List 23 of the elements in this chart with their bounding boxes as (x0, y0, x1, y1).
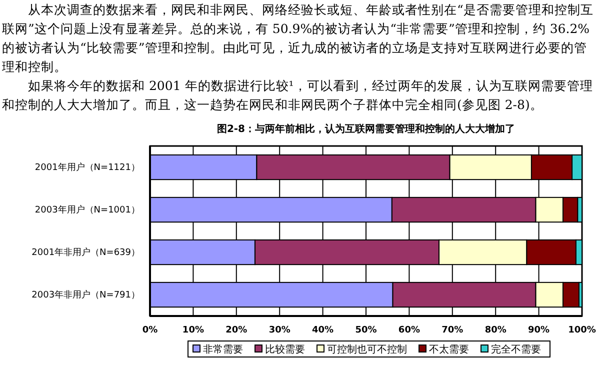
x-tick-label: 20% (226, 325, 248, 336)
x-tick-label: 100% (568, 325, 596, 336)
x-tick-label: 80% (484, 325, 506, 336)
text: 从本次调查的数据来看，网民和非网民、网络经验长或短、年龄或者性别在“是否需要管理和控制互联网”这个问题上没有显著差异。总的来说，有 50.9%的被访者认为“非常需要”管理和控制，约 36.2%的被访者认为“比较需要”管理和控制。由此可见，近九成的被访者的立场是支持对互联网进行必要的管理和控制。 (1, 1, 594, 76)
legend-label: 非常需要 (203, 344, 243, 356)
chart-title: 图2-8：与两年前相比，认为互联网需要管理和控制的人大大增加了 (216, 123, 516, 135)
x-tick-label: 60% (398, 325, 420, 336)
x-tick-label: 50% (355, 325, 377, 336)
y-tick-label: 2001年非用户（N=639） (32, 247, 140, 258)
legend-label: 可控制也可不控制 (327, 344, 407, 356)
x-tick-label: 10% (182, 325, 204, 336)
text: 如果将今年的数据和 2001 年的数据进行比较¹，可以看到，经过两年的发展，认为互联网需要管理和控制的人大大增加了。而且，这一趋势在网民和非网民两个子群体中完全相同(参见图 2-8)。 (1, 77, 594, 114)
legend-label: 比较需要 (265, 344, 305, 356)
legend-label: 不太需要 (429, 344, 469, 356)
x-tick-label: 70% (442, 325, 464, 336)
y-tick-label: 2003年用户（N=1001） (34, 204, 140, 216)
x-tick-label: 30% (268, 325, 290, 336)
y-tick-label: 2001年用户（N=1121） (34, 162, 140, 174)
x-tick-label: 40% (312, 325, 334, 336)
y-tick-label: 2003年非用户（N=791） (32, 290, 140, 301)
x-tick-label: 90% (528, 325, 550, 336)
legend-label: 完全不需要 (491, 344, 541, 356)
x-tick-label: 0% (142, 325, 158, 336)
